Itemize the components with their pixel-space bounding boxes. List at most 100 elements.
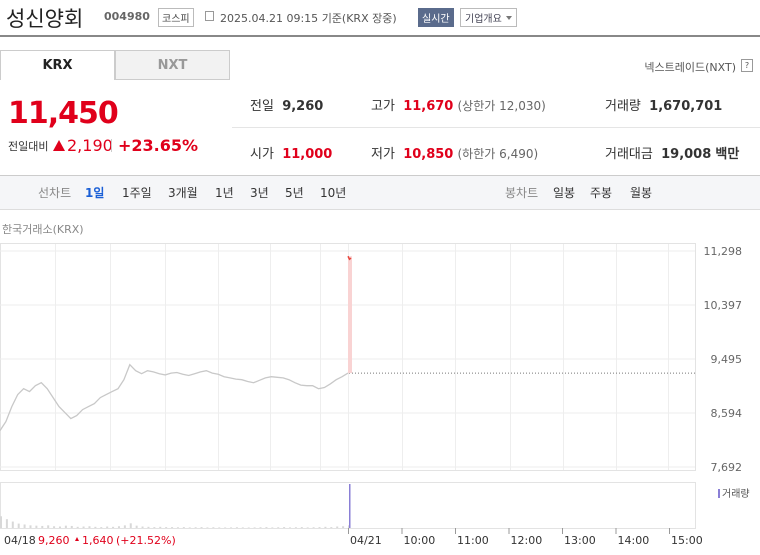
stat-label: 전일 (250, 99, 274, 114)
header-rule (0, 35, 760, 37)
period-button[interactable]: 1주일 (122, 186, 152, 200)
candle-button[interactable]: 월봉 (630, 186, 653, 200)
volume-bar (0, 516, 2, 528)
volume-bar (100, 527, 103, 528)
stat-value: 1,670,701 (649, 99, 723, 114)
volume-bar (82, 526, 85, 528)
stat-prev: 전일 9,260 (250, 95, 323, 114)
x-tick-label: 14:00 (618, 534, 650, 547)
stat-extra: (상한가 12,030) (457, 99, 546, 113)
help-icon[interactable]: ? (741, 59, 753, 72)
volume-bar (194, 527, 197, 528)
x-tick-label: 11:00 (457, 534, 489, 547)
volume-bar (318, 527, 321, 528)
volume-legend-swatch (718, 489, 720, 498)
timestamp: 2025.04.21 09:15 기준(KRX 장중) (220, 10, 397, 26)
stat-value: 11,000 (282, 147, 333, 162)
footer-rate: (+21.52%) (116, 534, 176, 547)
stat-label: 거래대금 (605, 147, 653, 162)
volume-bar (88, 526, 91, 528)
x-tick-label: 04/21 (350, 534, 382, 547)
stat-low: 저가 10,850 (하한가 6,490) (371, 143, 538, 162)
volume-bar (312, 527, 315, 528)
volume-bar (5, 519, 8, 528)
stats-divider (232, 127, 760, 128)
volume-bar (294, 527, 297, 528)
footer-close: 9,260 (38, 534, 70, 547)
volume-bar (253, 527, 256, 528)
period-button[interactable]: 1년 (215, 186, 234, 200)
period-button[interactable]: 10년 (320, 186, 347, 200)
volume-bar (324, 526, 327, 528)
candle-button[interactable]: 주봉 (590, 186, 613, 200)
volume-bar (35, 525, 38, 528)
volume-bar (58, 526, 61, 528)
stock-code: 004980 (104, 10, 150, 23)
candle-chart-label: 봉차트 (505, 186, 539, 200)
volume-bar (47, 525, 50, 528)
market-badge: 코스피 (158, 8, 194, 27)
y-tick-label: 10,397 (704, 299, 743, 312)
volume-bar (153, 527, 156, 528)
volume-bar (117, 526, 120, 528)
volume-bar (235, 527, 238, 528)
stat-amount: 거래대금 19,008 백만 (605, 143, 739, 162)
stat-value: 9,260 (282, 99, 324, 114)
volume-bar (336, 526, 339, 528)
volume-bar (283, 527, 286, 528)
volume-bar (188, 527, 191, 528)
stat-value: 10,850 (403, 147, 454, 162)
realtime-button[interactable]: 실시간 (418, 8, 454, 27)
period-button[interactable]: 3개월 (168, 186, 198, 200)
period-button[interactable]: 1일 (85, 186, 105, 200)
volume-bar (241, 527, 244, 528)
volume-bar (129, 523, 132, 528)
overview-label: 기업개요 (465, 14, 502, 25)
volume-bar (94, 526, 97, 528)
period-button[interactable]: 3년 (250, 186, 269, 200)
tab-nxt[interactable]: NXT (115, 50, 230, 80)
volume-bar (165, 527, 168, 528)
footer-change: 1,640 (82, 534, 114, 547)
today-line (347, 255, 352, 261)
volume-bar (29, 525, 32, 528)
volume-bar (271, 527, 274, 528)
volume-bar (135, 525, 138, 528)
volume-bar (106, 526, 109, 528)
today-fill (348, 256, 352, 374)
y-tick-label: 7,692 (711, 461, 743, 474)
volume-bar (230, 527, 233, 528)
volume-bar (176, 527, 179, 528)
volume-bar (330, 527, 333, 528)
candle-button[interactable]: 일봉 (553, 186, 576, 200)
up-arrow (53, 140, 65, 151)
change-label: 전일대비 (8, 140, 49, 153)
volume-bar (259, 527, 262, 528)
chart-source: 한국거래소(KRX) (2, 223, 84, 236)
period-button[interactable]: 5년 (285, 186, 304, 200)
dropdown-arrow (505, 16, 512, 20)
stat-high: 고가 11,670 (상한가 12,030) (371, 95, 546, 114)
volume-bar (112, 526, 115, 528)
volume-bar (53, 526, 56, 528)
volume-bar (247, 527, 250, 528)
volume-bar (289, 527, 292, 528)
nxt-link[interactable]: 넥스트레이드(NXT) (644, 61, 736, 74)
x-tick-label: 15:00 (671, 534, 703, 547)
volume-bar (349, 484, 351, 528)
volume-bar (306, 527, 309, 528)
overview-button[interactable]: 기업개요 (460, 8, 517, 27)
volume-bar (147, 526, 150, 528)
volume-bar (277, 527, 280, 528)
line-chart-label: 선차트 (38, 186, 72, 200)
volume-bar (342, 526, 345, 528)
volume-bar (11, 521, 14, 528)
volume-bar (23, 524, 26, 528)
tab-krx[interactable]: KRX (0, 50, 115, 80)
volume-bar (206, 527, 209, 528)
stat-value: 11,670 (403, 99, 454, 114)
volume-bar (76, 526, 79, 528)
stat-label: 고가 (371, 99, 395, 114)
